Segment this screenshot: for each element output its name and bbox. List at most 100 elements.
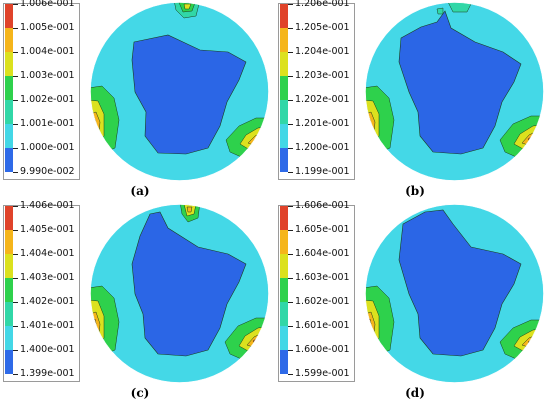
panel-d: 1.606e-001 1.605e-001 1.604e-001 1.603e-… — [275, 200, 550, 404]
legend-label: 1.202e-001 — [295, 94, 350, 105]
legend-label: 1.199e-001 — [295, 166, 350, 177]
top-contour-inner — [186, 206, 193, 213]
legend-row: 1.404e-001 — [4, 248, 79, 278]
legend-tick — [13, 4, 18, 5]
legend-row: 1.206e-001 — [279, 0, 354, 28]
domain-boundary — [365, 204, 544, 383]
legend-label: 1.002e-001 — [20, 94, 75, 105]
legend-tick — [288, 254, 293, 255]
legend-tick — [288, 230, 293, 231]
legend-swatch — [5, 76, 13, 100]
legend-swatch — [280, 148, 288, 172]
legend-row: 9.990e-002 — [4, 166, 79, 179]
legend-label: 1.205e-001 — [295, 22, 350, 33]
legend-swatch — [5, 148, 13, 172]
legend-label: 1.000e-001 — [20, 142, 75, 153]
legend-swatch — [5, 230, 13, 254]
legend-label: 1.206e-001 — [295, 0, 350, 9]
legend-label: 1.602e-001 — [295, 296, 350, 307]
legend-label: 1.204e-001 — [295, 46, 350, 57]
legend-tick — [13, 254, 18, 255]
legend-swatch — [280, 206, 288, 230]
legend-row: 1.003e-001 — [4, 70, 79, 100]
legend-label: 1.203e-001 — [295, 70, 350, 81]
legend-tick — [288, 28, 293, 29]
panel-c: 1.406e-001 1.405e-001 1.404e-001 1.403e-… — [0, 200, 275, 404]
legend-swatch — [5, 4, 13, 28]
legend-row: 1.001e-001 — [4, 118, 79, 148]
low-value-core — [398, 209, 522, 357]
contour-plot — [90, 204, 269, 383]
panel-a: 1.006e-001 1.005e-001 1.004e-001 1.003e-… — [0, 0, 275, 202]
legend-row: 1.399e-001 — [4, 368, 79, 381]
low-value-core — [131, 211, 247, 357]
domain-boundary — [90, 2, 269, 181]
legend-tick — [288, 148, 293, 149]
legend-row: 1.401e-001 — [4, 320, 79, 350]
legend-swatch — [280, 230, 288, 254]
legend-label: 1.606e-001 — [295, 200, 350, 211]
legend-label: 1.600e-001 — [295, 344, 350, 355]
legend: 1.606e-001 1.605e-001 1.604e-001 1.603e-… — [278, 200, 355, 382]
legend-swatch — [5, 100, 13, 124]
legend-tick — [13, 278, 18, 279]
caption: (a) — [130, 184, 150, 198]
legend-label: 1.005e-001 — [20, 22, 75, 33]
legend-row: 1.201e-001 — [279, 118, 354, 148]
legend-swatch — [5, 254, 13, 278]
legend-row: 1.006e-001 — [4, 0, 79, 28]
legend-tick — [13, 148, 18, 149]
legend-row: 1.406e-001 — [4, 200, 79, 230]
legend-swatch — [280, 52, 288, 76]
legend-row: 1.005e-001 — [4, 22, 79, 52]
legend-label: 1.402e-001 — [20, 296, 75, 307]
legend-row: 1.002e-001 — [4, 94, 79, 124]
legend-swatch — [280, 254, 288, 278]
legend-tick — [288, 350, 293, 351]
legend-swatch — [5, 124, 13, 148]
legend-row: 1.000e-001 — [4, 142, 79, 172]
legend-row: 1.204e-001 — [279, 46, 354, 76]
legend-row: 1.199e-001 — [279, 166, 354, 179]
legend-swatch — [280, 76, 288, 100]
legend-row: 1.202e-001 — [279, 94, 354, 124]
top-contour-spot — [436, 7, 444, 15]
caption: (c) — [130, 386, 150, 400]
legend-label: 1.004e-001 — [20, 46, 75, 57]
legend-tick — [13, 326, 18, 327]
legend-label: 1.006e-001 — [20, 0, 75, 9]
legend-row: 1.205e-001 — [279, 22, 354, 52]
legend-label: 1.405e-001 — [20, 224, 75, 235]
legend-label: 1.401e-001 — [20, 320, 75, 331]
legend-label: 1.603e-001 — [295, 272, 350, 283]
legend-label: 1.403e-001 — [20, 272, 75, 283]
legend-swatch — [280, 326, 288, 350]
legend-tick — [288, 76, 293, 77]
legend-swatch — [280, 124, 288, 148]
legend-row: 1.600e-001 — [279, 344, 354, 374]
legend-tick — [13, 230, 18, 231]
legend-tick — [13, 28, 18, 29]
contour-plot — [365, 204, 544, 383]
legend-label: 1.400e-001 — [20, 344, 75, 355]
legend-swatch — [5, 52, 13, 76]
legend-tick — [13, 100, 18, 101]
legend-swatch — [5, 326, 13, 350]
legend-tick — [288, 100, 293, 101]
legend-tick — [13, 350, 18, 351]
legend: 1.406e-001 1.405e-001 1.404e-001 1.403e-… — [3, 200, 80, 382]
legend-tick — [13, 124, 18, 125]
legend-tick — [288, 206, 293, 207]
legend-label: 1.201e-001 — [295, 118, 350, 129]
legend-tick — [288, 374, 293, 375]
legend-swatch — [280, 302, 288, 326]
legend-row: 1.200e-001 — [279, 142, 354, 172]
legend-row: 1.402e-001 — [4, 296, 79, 326]
legend: 1.206e-001 1.205e-001 1.204e-001 1.203e-… — [278, 0, 355, 180]
legend-tick — [13, 374, 18, 375]
legend-swatch — [5, 206, 13, 230]
top-contour-inner — [183, 3, 192, 10]
contour-plot — [90, 2, 269, 181]
legend-swatch — [280, 100, 288, 124]
legend-tick — [13, 52, 18, 53]
